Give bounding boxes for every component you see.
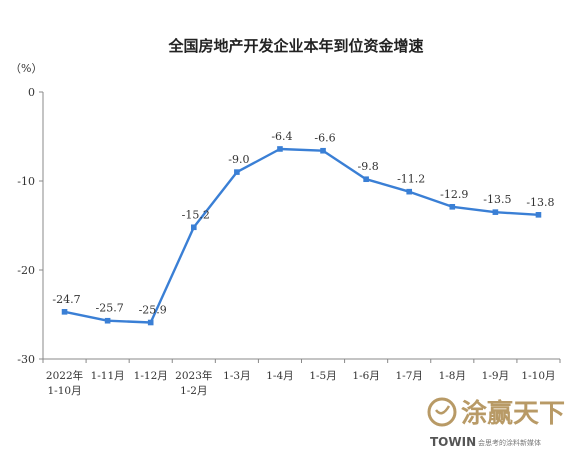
data-label-0: -24.7 — [52, 293, 80, 306]
data-point-1 — [104, 317, 111, 324]
y-tick-label-0: 0 — [28, 86, 35, 99]
data-labels: -24.7 -25.7 -25.9 -15.2 -9.0 -6.4 -6.6 -9.8 -11.… — [52, 130, 554, 317]
x-tick-label-7: 1-6月 — [352, 370, 379, 382]
x-tick-label-1: 1-11月 — [91, 370, 125, 382]
towin-logo-swoosh-icon — [435, 405, 451, 415]
towin-logo-icon — [427, 397, 457, 427]
data-label-1: -25.7 — [96, 302, 124, 315]
x-tick-label-2: 1-12月 — [134, 370, 168, 382]
data-label-2: -25.9 — [139, 304, 167, 317]
data-point-3 — [190, 224, 197, 231]
watermark-subtext: 会思考的涂料新媒体 — [478, 438, 541, 447]
data-point-4 — [234, 169, 240, 175]
data-point-10 — [492, 209, 499, 215]
y-tick-label-1: -10 — [17, 175, 35, 188]
data-label-6: -6.6 — [314, 132, 335, 145]
data-label-3: -15.2 — [182, 208, 210, 221]
x-tick-label-11: 1-10月 — [521, 370, 555, 382]
x-tick-label-5: 1-4月 — [266, 370, 293, 382]
axes — [39, 91, 561, 363]
data-label-11: -13.8 — [526, 196, 554, 209]
data-point-9 — [449, 204, 456, 210]
data-label-7: -9.8 — [358, 160, 379, 173]
x-tick-label-0-line-0: 2022年 — [46, 369, 83, 382]
x-tick-label-8: 1-7月 — [395, 370, 422, 382]
y-tick-label-2: -20 — [17, 264, 35, 277]
data-label-8: -11.2 — [397, 173, 425, 186]
y-tick-label-3: -30 — [17, 353, 35, 366]
x-tick-label-0-line-1: 1-10月 — [47, 385, 81, 397]
data-point-7 — [363, 176, 369, 183]
x-tick-label-9: 1-8月 — [439, 370, 466, 382]
data-markers — [61, 146, 542, 326]
data-point-0 — [61, 309, 68, 315]
data-label-10: -13.5 — [483, 193, 511, 206]
x-tick-label-10: 1-9月 — [482, 370, 509, 382]
data-label-4: -9.0 — [228, 153, 249, 166]
x-tick-label-4: 1-3月 — [223, 370, 250, 382]
x-tick-label-6: 1-5月 — [309, 370, 336, 382]
data-label-9: -12.9 — [440, 188, 468, 201]
x-tick-label-3-line-1: 1-2月 — [180, 385, 207, 397]
data-point-11 — [535, 212, 542, 218]
chart-title: 全国房地产开发企业本年到位资金增速 — [167, 37, 423, 55]
x-tick-labels: 2022年 1-10月 1-11月 1-12月 2023年 1-2月 1-3月 1-4月 1-5… — [46, 369, 556, 397]
series-line — [64, 147, 539, 324]
data-point-8 — [406, 188, 413, 195]
watermark-brand-cn: 涂赢天下 — [461, 398, 565, 429]
watermark: 涂赢天下 TOWIN 会思考的涂料新媒体 — [427, 397, 565, 449]
data-point-2 — [147, 319, 154, 326]
x-tick-label-3-line-0: 2023年 — [175, 369, 212, 382]
y-tick-labels: 0 -10 -20 -30 — [17, 86, 35, 366]
data-point-6 — [320, 147, 326, 154]
y-axis-unit-label: （%） — [10, 62, 42, 75]
data-label-5: -6.4 — [271, 130, 292, 143]
watermark-brand-en: TOWIN — [430, 435, 476, 449]
data-point-5 — [277, 146, 283, 152]
